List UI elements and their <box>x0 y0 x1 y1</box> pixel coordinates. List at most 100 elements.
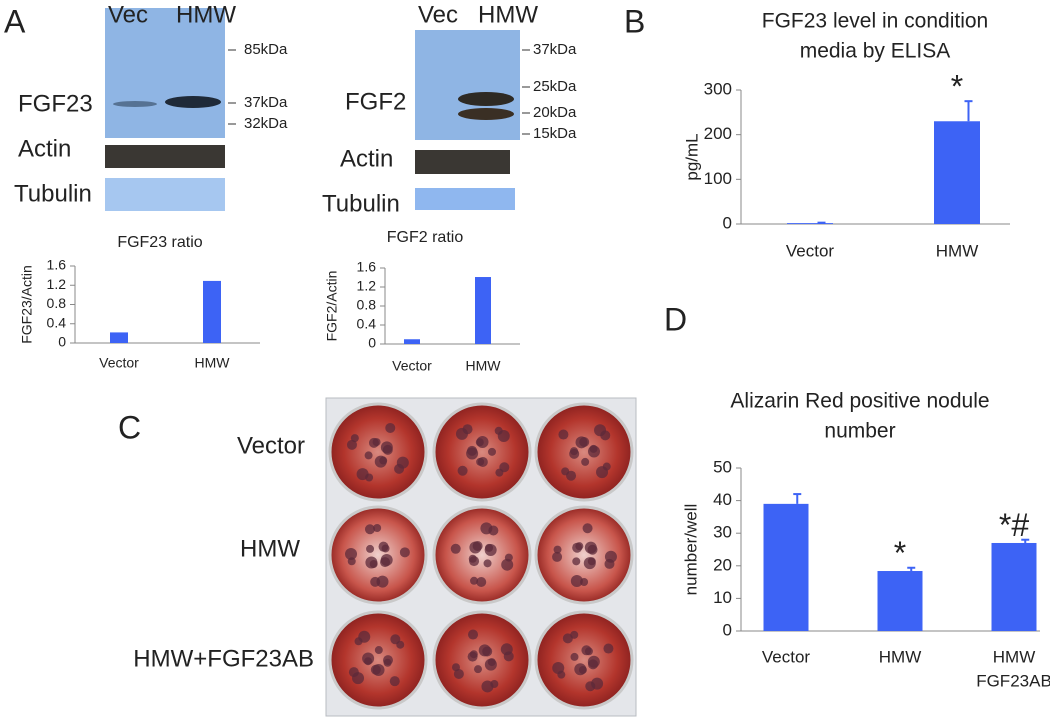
x-tick-label: HMW <box>936 241 978 260</box>
nodule <box>346 439 357 450</box>
lane-label: Vec <box>108 1 148 28</box>
bar <box>787 223 833 224</box>
nodule <box>588 659 599 670</box>
well <box>534 402 634 502</box>
loading-label: Tubulin <box>14 180 92 207</box>
nodule <box>374 455 387 468</box>
well <box>432 610 532 710</box>
target-label: FGF2 <box>345 88 406 115</box>
nodule <box>399 547 410 558</box>
lane-label: HMW <box>176 1 236 28</box>
marker-label: 15kDa <box>533 125 577 142</box>
nodule <box>364 524 375 535</box>
chart-title: FGF23 level in condition <box>762 10 988 33</box>
nodule <box>389 676 400 687</box>
nodule <box>553 545 562 554</box>
nodule <box>476 457 485 466</box>
blot-image <box>105 178 225 211</box>
charts: FGF23 ratio FGF23/Actin 0 0.4 0.8 1.2 1.6 Vecto… <box>19 10 1050 691</box>
bar <box>475 277 491 344</box>
nodule <box>370 576 381 587</box>
y-tick-label: 0 <box>723 620 732 639</box>
y-axis-label: number/well <box>681 504 700 596</box>
nodule <box>469 650 478 659</box>
blot-image <box>415 188 515 210</box>
annotation: * <box>951 69 963 105</box>
bar <box>934 121 980 224</box>
nodule <box>473 665 482 674</box>
y-tick-label: 0.8 <box>357 297 377 313</box>
band <box>113 101 157 107</box>
nodule <box>552 662 565 675</box>
y-tick-label: 1.2 <box>357 278 377 294</box>
chart-title: number <box>824 420 895 443</box>
blot-fgf23: Vec HMW 85kDa 37kDa 32kDa FGF23 Actin Tu… <box>14 1 288 211</box>
target-label: FGF23 <box>18 90 93 117</box>
nodule <box>570 630 579 639</box>
x-tick-label: FGF23AB <box>976 671 1050 690</box>
y-tick-label: 20 <box>713 555 732 574</box>
nodule <box>570 447 579 456</box>
y-axis-label: FGF2/Actin <box>324 271 340 342</box>
nodule <box>583 557 596 570</box>
y-tick-label: 0 <box>723 213 732 232</box>
y-tick-label: 1.6 <box>47 257 67 273</box>
nodule <box>453 668 464 679</box>
y-axis-label: pg/mL <box>682 133 701 180</box>
chart-title: media by ELISA <box>800 40 951 63</box>
y-tick-label: 0.4 <box>47 314 67 330</box>
wells <box>328 402 634 710</box>
nodule <box>600 430 611 441</box>
well <box>432 505 532 605</box>
nodule <box>450 543 461 554</box>
nodule <box>372 438 381 447</box>
nodule <box>468 629 479 640</box>
well <box>328 610 428 710</box>
marker-label: 32kDa <box>244 115 288 132</box>
x-tick-label: Vector <box>762 647 811 666</box>
x-tick-label: HMW <box>466 358 502 374</box>
marker-label: 25kDa <box>533 78 577 95</box>
blot-image <box>105 145 225 168</box>
nodule <box>503 651 514 662</box>
chart-title: FGF23 ratio <box>117 234 202 251</box>
nodule <box>482 646 493 657</box>
y-tick-label: 100 <box>704 169 732 188</box>
marker-label: 20kDa <box>533 104 577 121</box>
blot-fgf2: Vec HMW 37kDa 25kDa 20kDa 15kDa FGF2 Act… <box>322 1 577 217</box>
nodule <box>488 525 499 536</box>
x-tick-label: Vector <box>99 355 139 371</box>
nodule <box>570 652 579 661</box>
x-tick-label: Vector <box>392 358 432 374</box>
y-tick-label: 40 <box>713 490 732 509</box>
nodule <box>552 551 563 562</box>
y-tick-label: 0.8 <box>47 295 67 311</box>
blot-image <box>105 8 225 138</box>
well <box>328 402 428 502</box>
nodule <box>484 544 497 557</box>
nodule <box>581 457 590 466</box>
band <box>458 92 514 106</box>
y-tick-label: 50 <box>713 457 732 476</box>
nodule <box>350 434 359 443</box>
nodule <box>501 558 514 571</box>
well <box>432 402 532 502</box>
y-tick-label: 10 <box>713 588 732 607</box>
band <box>165 96 221 108</box>
nodule <box>358 630 371 643</box>
x-tick-label: HMW <box>195 355 231 371</box>
y-tick-label: 300 <box>704 79 732 98</box>
marker-label: 85kDa <box>244 41 288 58</box>
nodule <box>356 468 369 481</box>
x-tick-label: Vector <box>786 241 835 260</box>
well <box>328 505 428 605</box>
panel-letter: C <box>118 409 141 445</box>
nodule <box>574 663 587 676</box>
nodule <box>376 575 389 588</box>
nodule <box>381 544 390 553</box>
y-tick-label: 30 <box>713 523 732 542</box>
nodule <box>364 451 373 460</box>
nodule <box>604 558 615 569</box>
panel-letter: A <box>4 3 26 39</box>
